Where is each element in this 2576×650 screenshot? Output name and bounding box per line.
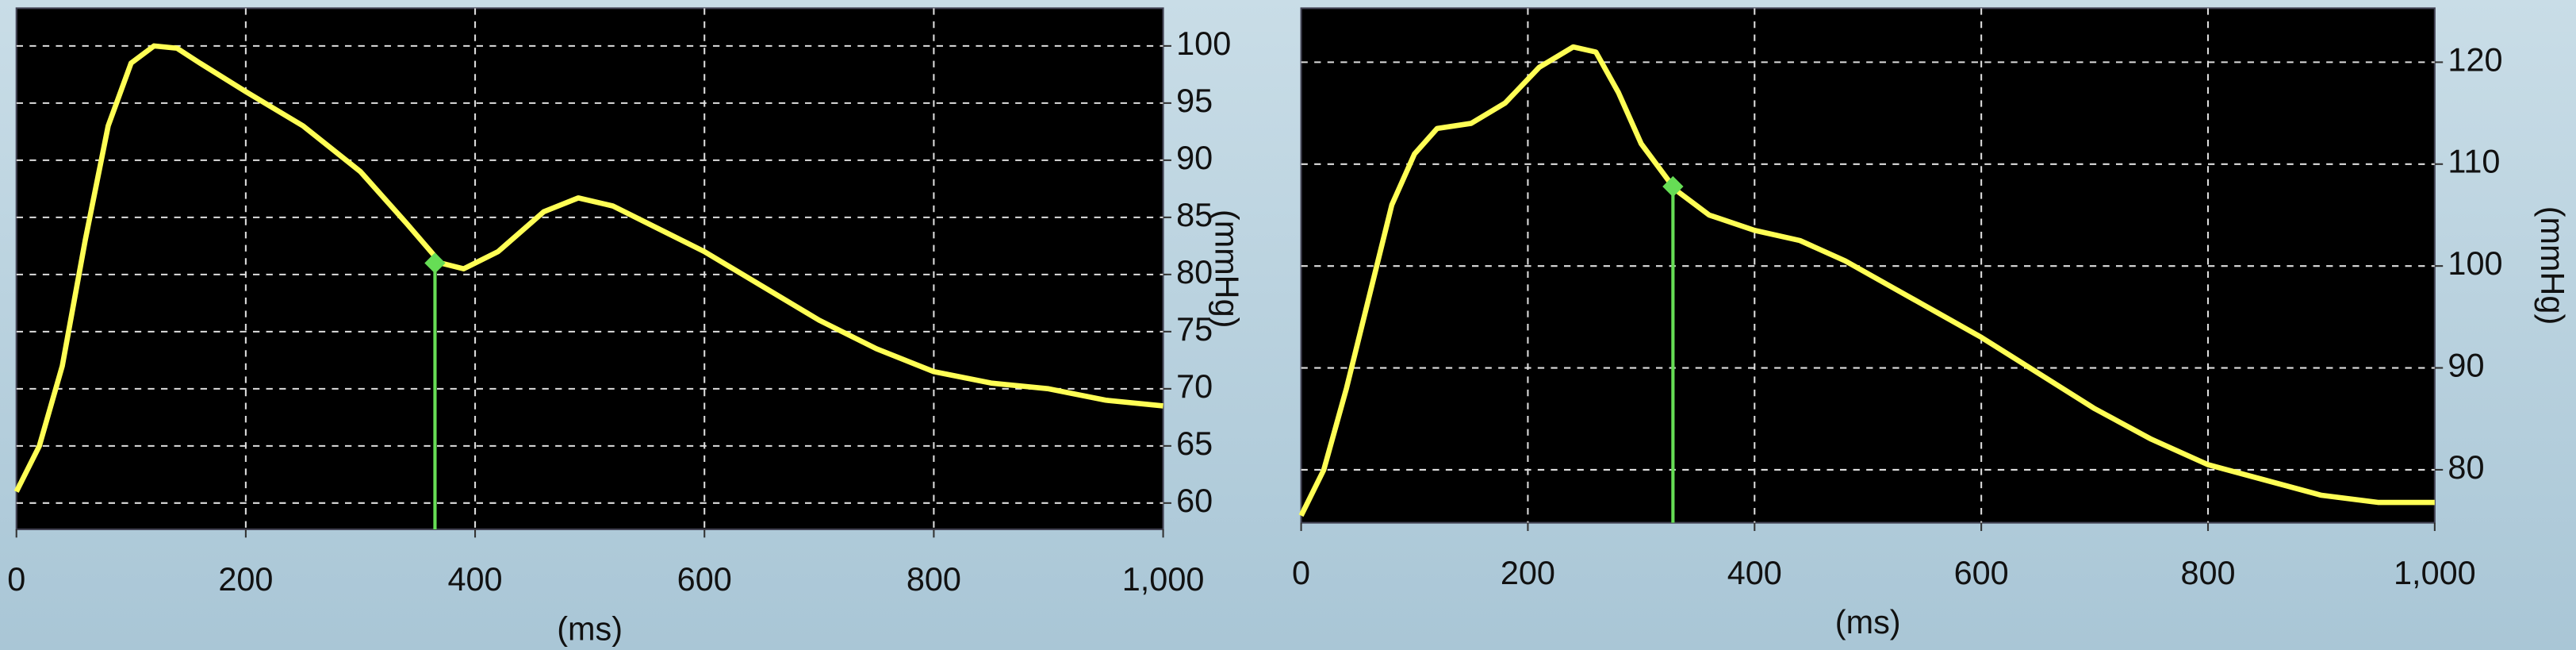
waveform — [1298, 44, 2435, 517]
y-tick-label: 90 — [2448, 347, 2484, 383]
x-tick-label: 400 — [1727, 555, 1782, 591]
y-tick-label: 95 — [1176, 83, 1213, 119]
marker-point — [424, 252, 446, 274]
y-axis-label: (mmHg) — [2534, 206, 2570, 325]
y-tick-label: 110 — [2448, 144, 2500, 180]
x-tick-label: 1,000 — [2394, 555, 2476, 591]
x-tick-label: 200 — [218, 561, 273, 598]
y-tick-label: 60 — [1176, 483, 1213, 519]
y-axis-label: (mmHg) — [1208, 210, 1244, 328]
waveform — [13, 43, 1163, 493]
x-tick-label: 400 — [448, 561, 503, 598]
x-axis-label: (ms) — [557, 610, 623, 647]
x-axis-label: (ms) — [1835, 604, 1901, 640]
x-tick-label: 1,000 — [1122, 561, 1205, 598]
y-tick-label: 75 — [1176, 311, 1213, 348]
y-tick-label: 85 — [1176, 197, 1213, 233]
x-tick-label: 0 — [7, 561, 25, 598]
x-tick-label: 200 — [1501, 555, 1555, 591]
y-tick-label: 100 — [1176, 25, 1231, 62]
y-tick-label: 65 — [1176, 425, 1213, 462]
x-tick-label: 800 — [907, 561, 961, 598]
x-tick-label: 800 — [2180, 555, 2235, 591]
x-tick-label: 0 — [1292, 555, 1310, 591]
plot-area — [15, 7, 1164, 531]
y-tick-label: 80 — [1176, 254, 1213, 290]
x-tick-label: 600 — [1954, 555, 2009, 591]
y-tick-label: 90 — [1176, 140, 1213, 176]
y-tick-label: 80 — [2448, 449, 2484, 486]
y-tick-label: 100 — [2448, 245, 2502, 282]
y-tick-label: 70 — [1176, 368, 1213, 405]
y-tick-label: 120 — [2448, 41, 2502, 78]
x-tick-label: 600 — [677, 561, 732, 598]
